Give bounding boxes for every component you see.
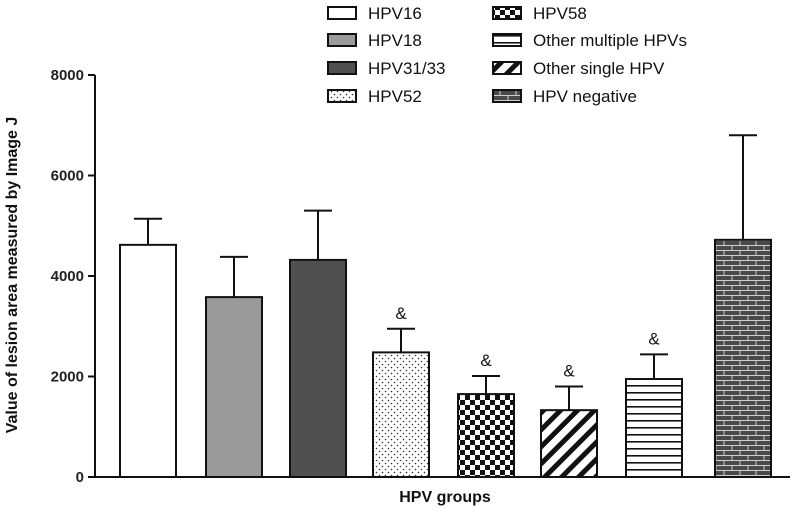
bar-hpv58 [457, 393, 515, 478]
significance-mark: & [648, 329, 660, 348]
bar-hpv16 [119, 243, 177, 478]
legend-swatch [492, 89, 522, 103]
legend-swatch [327, 33, 357, 47]
legend-swatch [327, 89, 357, 103]
bars: & & & & [119, 134, 772, 479]
legend-label: HPV18 [368, 31, 422, 50]
bar-hpv31-33 [289, 258, 347, 479]
y-tick-label: 8000 [51, 67, 84, 84]
bar-other-multiple-hpvs [625, 378, 683, 479]
bar-other-single-hpv [540, 409, 598, 479]
legend-swatch [492, 6, 522, 20]
legend-swatch [492, 61, 522, 75]
significance-mark: & [480, 351, 492, 370]
legend-label: HPV negative [533, 87, 637, 106]
y-tick-label: 4000 [51, 268, 84, 285]
legend-label: Other single HPV [533, 59, 665, 78]
legend-label: HPV58 [533, 4, 587, 23]
legend-label: Other multiple HPVs [533, 31, 687, 50]
y-tick-label: 0 [76, 469, 84, 486]
legend-swatch [327, 61, 357, 75]
legend-label: HPV52 [368, 87, 422, 106]
legend: HPV16 HPV18 HPV31/33 HPV52 HPV58 Other multip… [327, 4, 687, 106]
bar-hpv-negative [714, 238, 772, 478]
x-axis-title: HPV groups [399, 489, 491, 506]
y-tick-label: 2000 [51, 369, 84, 386]
legend-label: HPV16 [368, 4, 422, 23]
legend-label: HPV31/33 [368, 59, 446, 78]
significance-mark: & [395, 304, 407, 323]
bar-hpv18 [205, 296, 263, 479]
y-axis-title: Value of lesion area measured by Image J [4, 117, 21, 434]
legend-swatch [492, 33, 522, 47]
legend-swatch [327, 6, 357, 20]
significance-mark: & [563, 362, 575, 381]
y-tick-label: 6000 [51, 168, 84, 185]
bar-hpv52 [372, 351, 430, 479]
